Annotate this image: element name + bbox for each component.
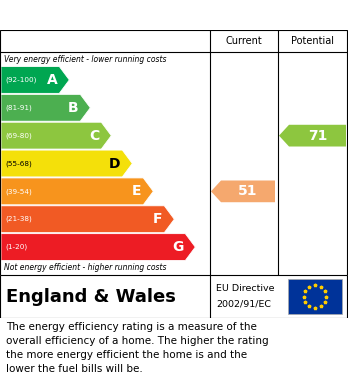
Text: (92-100): (92-100) bbox=[5, 77, 37, 83]
Polygon shape bbox=[1, 66, 69, 93]
Text: F: F bbox=[153, 212, 162, 226]
Text: B: B bbox=[68, 101, 78, 115]
Text: D: D bbox=[109, 156, 120, 170]
Polygon shape bbox=[1, 94, 90, 121]
Polygon shape bbox=[1, 178, 153, 205]
Text: 71: 71 bbox=[308, 129, 327, 143]
Text: G: G bbox=[172, 240, 183, 254]
Text: E: E bbox=[132, 185, 141, 198]
Text: (39-54): (39-54) bbox=[5, 188, 32, 195]
Text: Energy Efficiency Rating: Energy Efficiency Rating bbox=[8, 7, 229, 23]
Bar bbox=[288, 279, 342, 314]
Text: Very energy efficient - lower running costs: Very energy efficient - lower running co… bbox=[4, 54, 166, 63]
Text: (1-20): (1-20) bbox=[5, 244, 27, 250]
Text: (69-80): (69-80) bbox=[5, 133, 32, 139]
Text: A: A bbox=[47, 73, 57, 87]
Polygon shape bbox=[1, 150, 132, 177]
Polygon shape bbox=[1, 206, 174, 233]
Text: 2002/91/EC: 2002/91/EC bbox=[216, 300, 271, 309]
Polygon shape bbox=[279, 125, 346, 147]
Polygon shape bbox=[1, 122, 111, 149]
Text: England & Wales: England & Wales bbox=[6, 287, 176, 305]
Text: EU Directive: EU Directive bbox=[216, 284, 275, 293]
Text: (81-91): (81-91) bbox=[5, 104, 32, 111]
Text: Potential: Potential bbox=[292, 36, 334, 46]
Text: (21-38): (21-38) bbox=[5, 216, 32, 222]
Text: The energy efficiency rating is a measure of the
overall efficiency of a home. T: The energy efficiency rating is a measur… bbox=[6, 322, 269, 374]
Text: Current: Current bbox=[226, 36, 262, 46]
Text: C: C bbox=[89, 129, 99, 143]
Text: 51: 51 bbox=[238, 185, 258, 198]
Polygon shape bbox=[1, 234, 195, 260]
Text: Not energy efficient - higher running costs: Not energy efficient - higher running co… bbox=[4, 264, 166, 273]
Text: (55-68): (55-68) bbox=[5, 160, 32, 167]
Polygon shape bbox=[211, 181, 275, 202]
